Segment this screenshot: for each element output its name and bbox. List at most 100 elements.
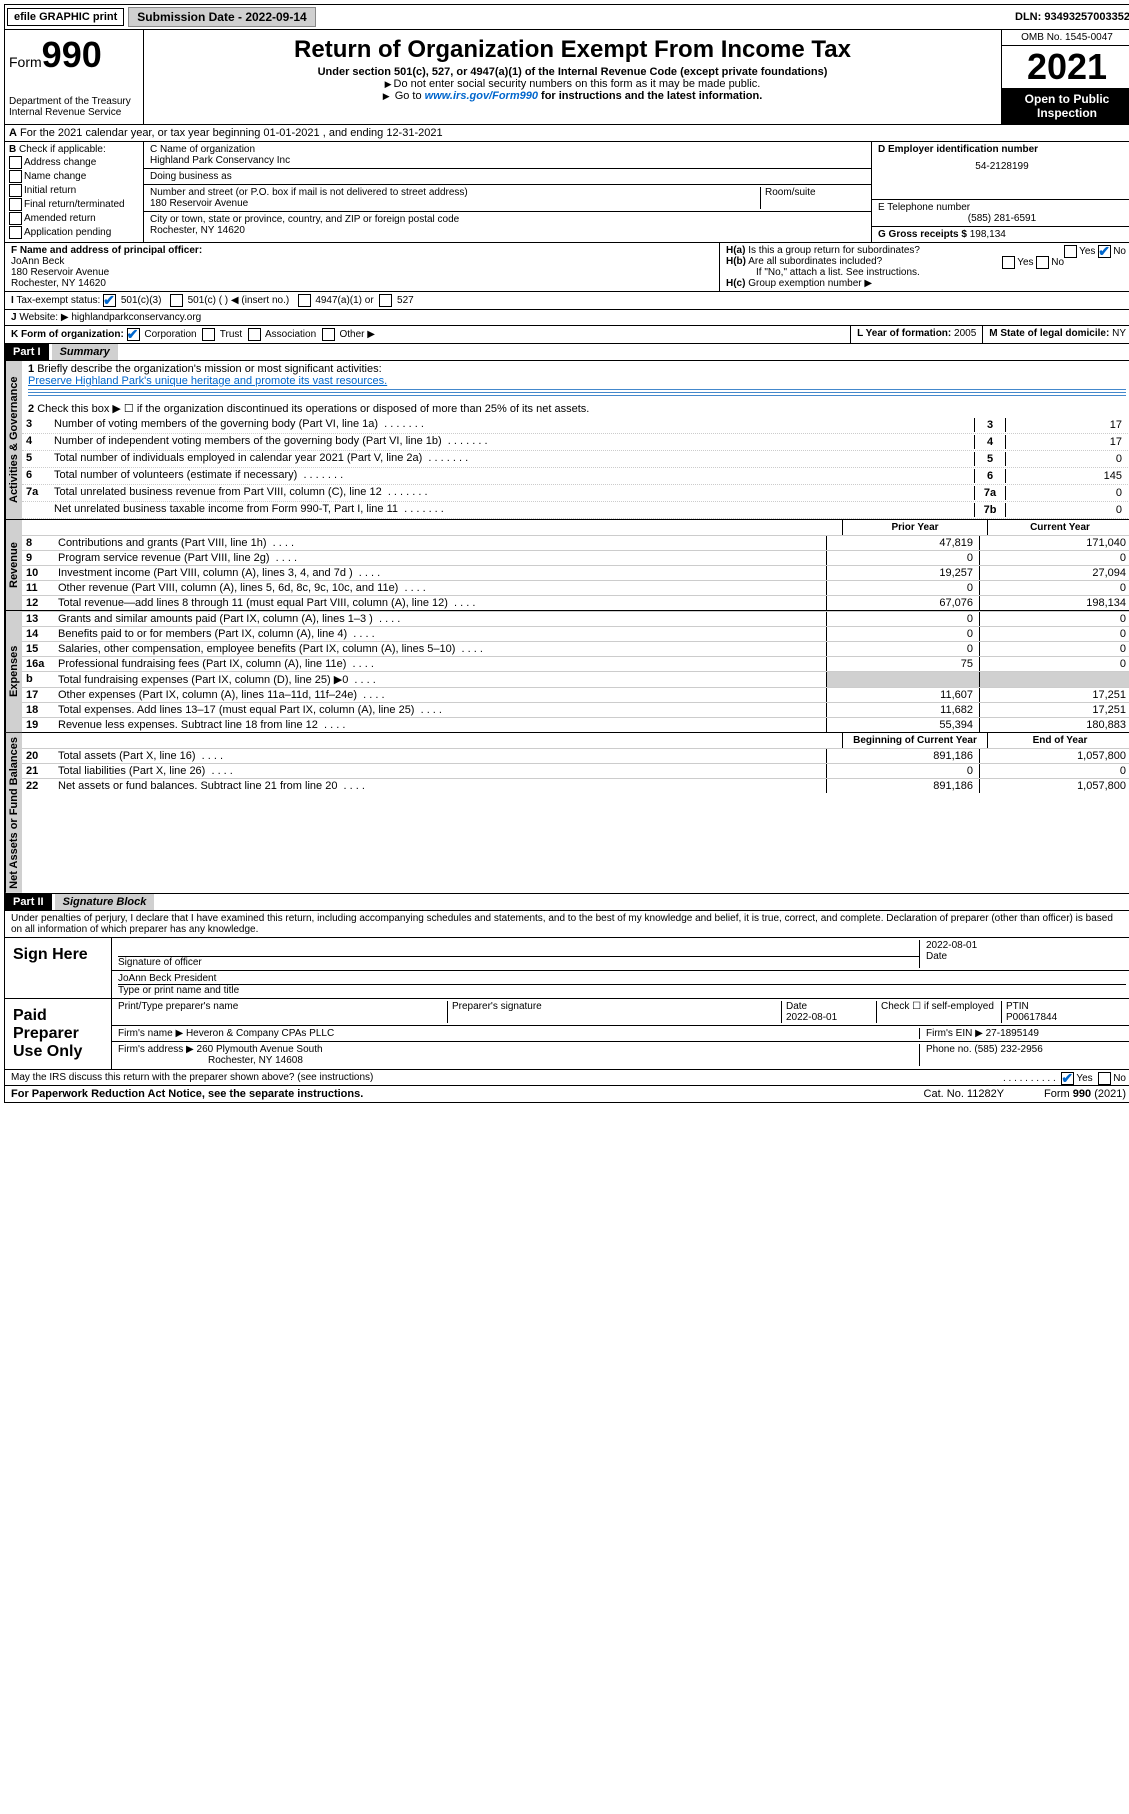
officer-sub-label: Type or print name and title: [118, 985, 1126, 996]
header-right: OMB No. 1545-0047 2021 Open to Public In…: [1001, 30, 1129, 124]
header-left: Form990 Department of the Treasury Inter…: [5, 30, 144, 124]
part2-title: Signature Block: [55, 894, 155, 910]
chk-address-change[interactable]: Address change: [9, 156, 139, 169]
c-name-label: C Name of organization: [150, 144, 865, 155]
chk-amended-return[interactable]: Amended return: [9, 212, 139, 225]
efile-label: efile GRAPHIC print: [7, 8, 124, 26]
col-deg: D Employer identification number 54-2128…: [871, 142, 1129, 242]
data-line: 8Contributions and grants (Part VIII, li…: [22, 535, 1129, 550]
line2-text: Check this box ▶ ☐ if the organization d…: [37, 403, 589, 415]
c-street-row: Number and street (or P.O. box if mail i…: [144, 185, 871, 212]
hb-no[interactable]: [1036, 256, 1049, 269]
officer-addr2: Rochester, NY 14620: [11, 278, 713, 289]
row-j: J Website: ▶ highlandparkconservancy.org: [4, 310, 1129, 326]
chk-name-change[interactable]: Name change: [9, 170, 139, 183]
col-b: B Check if applicable: Address change Na…: [5, 142, 144, 242]
firm-ein: 27-1895149: [986, 1028, 1039, 1039]
firm-ein-label: Firm's EIN ▶: [926, 1028, 983, 1039]
submission-date-button[interactable]: Submission Date - 2022-09-14: [128, 7, 315, 27]
m-label: M State of legal domicile:: [989, 328, 1109, 339]
data-line: 11Other revenue (Part VIII, column (A), …: [22, 580, 1129, 595]
prep-row3: Firm's address ▶ 260 Plymouth Avenue Sou…: [112, 1042, 1129, 1068]
row-a-text: For the 2021 calendar year, or tax year …: [20, 127, 443, 139]
part1-hdr: Part I: [5, 344, 49, 360]
d-ein: D Employer identification number 54-2128…: [872, 142, 1129, 200]
row-klm: K Form of organization: Corporation Trus…: [4, 326, 1129, 344]
part2-header: Part II Signature Block: [4, 894, 1129, 911]
section-bcdeg: B Check if applicable: Address change Na…: [4, 142, 1129, 243]
chk-final-return[interactable]: Final return/terminated: [9, 198, 139, 211]
chk-assoc[interactable]: [248, 328, 261, 341]
footer-left: For Paperwork Reduction Act Notice, see …: [11, 1088, 363, 1100]
sig-officer-cell: Signature of officer: [118, 940, 919, 968]
paid-label: Paid Preparer Use Only: [5, 999, 111, 1069]
exp-body: 13Grants and similar amounts paid (Part …: [22, 611, 1129, 732]
officer-addr1: 180 Reservoir Avenue: [11, 267, 713, 278]
tab-revenue: Revenue: [5, 520, 22, 610]
line1: 1 Briefly describe the organization's mi…: [22, 361, 1129, 400]
prep-sig-label: Preparer's signature: [447, 1001, 781, 1023]
chk-initial-return[interactable]: Initial return: [9, 184, 139, 197]
gov-line: 4Number of independent voting members of…: [22, 434, 1129, 451]
form-header: Form990 Department of the Treasury Inter…: [4, 30, 1129, 125]
l-label: L Year of formation:: [857, 328, 951, 339]
discuss-row: May the IRS discuss this return with the…: [5, 1069, 1129, 1085]
rev-header-row: Prior Year Current Year: [22, 520, 1129, 535]
ha-yes[interactable]: [1064, 245, 1077, 258]
sig-date-label: Date: [926, 951, 1126, 962]
gross-value: 198,134: [970, 229, 1006, 240]
org-name: Highland Park Conservancy Inc: [150, 155, 865, 166]
data-line: 16aProfessional fundraising fees (Part I…: [22, 656, 1129, 671]
prep-name-label: Print/Type preparer's name: [118, 1001, 447, 1023]
firm-addr1: 260 Plymouth Avenue South: [197, 1044, 323, 1055]
irs-link[interactable]: www.irs.gov/Form990: [425, 90, 538, 102]
chk-527[interactable]: [379, 294, 392, 307]
footer: For Paperwork Reduction Act Notice, see …: [4, 1086, 1129, 1103]
g-gross: G Gross receipts $ 198,134: [872, 227, 1129, 242]
col-c: C Name of organization Highland Park Con…: [144, 142, 871, 242]
footer-mid: Cat. No. 11282Y: [924, 1088, 1005, 1100]
chk-4947[interactable]: [298, 294, 311, 307]
sig-date: 2022-08-01: [926, 940, 1126, 951]
i-label: Tax-exempt status:: [16, 295, 100, 306]
dept-label: Department of the Treasury: [9, 96, 139, 107]
chk-trust[interactable]: [202, 328, 215, 341]
paid-preparer-row: Paid Preparer Use Only Print/Type prepar…: [5, 998, 1129, 1069]
row-a: A For the 2021 calendar year, or tax yea…: [4, 125, 1129, 142]
tab-expenses: Expenses: [5, 611, 22, 732]
city-label: City or town, state or province, country…: [150, 214, 865, 225]
goto-pre: Go to: [395, 90, 425, 102]
chk-501c[interactable]: [170, 294, 183, 307]
row-fh: F Name and address of principal officer:…: [4, 243, 1129, 292]
gov-body: 1 Briefly describe the organization's mi…: [22, 361, 1129, 519]
prep-row1: Print/Type preparer's name Preparer's si…: [112, 999, 1129, 1026]
chk-application-pending[interactable]: Application pending: [9, 226, 139, 239]
firm-phone-label: Phone no.: [926, 1044, 972, 1055]
hb-yes[interactable]: [1002, 256, 1015, 269]
sign-here-label: Sign Here: [5, 938, 111, 998]
sign-here-row: Sign Here Signature of officer 2022-08-0…: [5, 937, 1129, 998]
data-line: 20Total assets (Part X, line 16) . . . .…: [22, 748, 1129, 763]
ha-no[interactable]: [1098, 245, 1111, 258]
gov-line: 5Total number of individuals employed in…: [22, 451, 1129, 468]
revenue-section: Revenue Prior Year Current Year 8Contrib…: [4, 520, 1129, 611]
ptin-cell: PTINP00617844: [1001, 1001, 1126, 1023]
data-line: 12Total revenue—add lines 8 through 11 (…: [22, 595, 1129, 610]
prep-date-cell: Date2022-08-01: [781, 1001, 876, 1023]
chk-corp[interactable]: [127, 328, 140, 341]
j-label: Website: ▶: [19, 312, 68, 323]
row-i: I Tax-exempt status: 501(c)(3) 501(c) ( …: [4, 292, 1129, 310]
hb-text: Are all subordinates included?: [748, 256, 882, 267]
discuss-no[interactable]: [1098, 1072, 1111, 1085]
chk-501c3[interactable]: [103, 294, 116, 307]
sig-date-cell: 2022-08-01 Date: [919, 940, 1126, 968]
hb-note: If "No," attach a list. See instructions…: [726, 267, 1126, 278]
l-value: 2005: [954, 328, 976, 339]
discuss-yes[interactable]: [1061, 1072, 1074, 1085]
ein-value: 54-2128199: [878, 161, 1126, 172]
k-label: K Form of organization:: [11, 329, 124, 340]
form-word: Form: [9, 54, 42, 70]
irs-label: Internal Revenue Service: [9, 107, 139, 118]
chk-other[interactable]: [322, 328, 335, 341]
net-body: Beginning of Current Year End of Year 20…: [22, 733, 1129, 893]
